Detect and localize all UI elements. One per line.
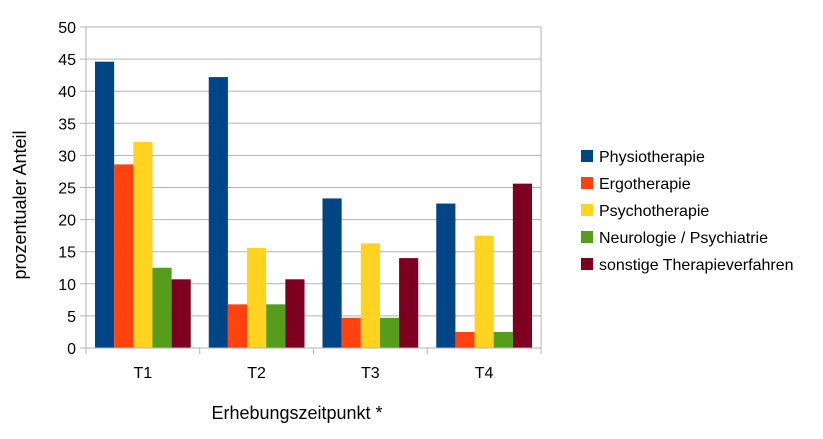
bar-neurologie-psychiatrie-t2: [266, 304, 286, 348]
legend-swatch: [581, 258, 593, 270]
y-tick-label: 40: [58, 84, 76, 101]
y-tick-labels: 0 5 10 15 20 25 30 35 40 45 50: [58, 20, 76, 358]
bar-ergotherapie-t2: [227, 304, 248, 348]
y-tick-label: 45: [58, 52, 76, 69]
legend-swatch: [581, 204, 593, 216]
y-tick-label: 0: [67, 341, 76, 358]
bar-physiotherapie-t2: [208, 77, 228, 349]
bar-psychotherapie-t3: [360, 243, 380, 348]
bar-physiotherapie-t4: [436, 203, 456, 348]
legend: Physiotherapie Ergotherapie Psychotherapie…: [581, 149, 794, 274]
x-tick-label: T1: [134, 365, 153, 382]
bar-sonstige-therapieverfahren-t3: [399, 258, 419, 348]
x-tick-label: T2: [247, 365, 266, 382]
y-tick-label: 10: [58, 277, 76, 294]
bar-neurologie-psychiatrie-t3: [379, 317, 400, 348]
bars: [95, 61, 532, 349]
legend-label: Neurologie / Psychiatrie: [599, 230, 768, 247]
axes: [80, 26, 542, 354]
bar-sonstige-therapieverfahren-t1: [171, 279, 191, 348]
bar-sonstige-therapieverfahren-t2: [285, 279, 305, 348]
bar-ergotherapie-t3: [341, 317, 361, 348]
bar-sonstige-therapieverfahren-t4: [512, 183, 532, 348]
legend-swatch: [581, 150, 593, 162]
y-tick-label: 30: [58, 148, 76, 165]
x-tick-label: T4: [475, 365, 494, 382]
x-tick-labels: T1 T2 T3 T4: [134, 365, 494, 382]
legend-label: Physiotherapie: [599, 149, 705, 166]
legend-swatch: [581, 177, 593, 189]
bar-ergotherapie-t4: [455, 331, 475, 348]
y-tick-label: 15: [58, 245, 76, 262]
bar-physiotherapie-t3: [322, 198, 342, 348]
y-tick-label: 25: [58, 181, 76, 198]
y-axis-title: prozentualer Anteil: [10, 130, 30, 279]
y-tick-label: 20: [58, 213, 76, 230]
y-tick-label: 35: [58, 116, 76, 133]
y-tick-label: 50: [58, 20, 76, 37]
x-axis-title: Erhebungszeitpunkt *: [211, 403, 382, 423]
bar-physiotherapie-t1: [95, 61, 115, 348]
bar-psychotherapie-t1: [133, 141, 153, 348]
bar-psychotherapie-t2: [247, 247, 267, 348]
bar-ergotherapie-t1: [114, 164, 134, 348]
bar-psychotherapie-t4: [474, 235, 494, 348]
bar-neurologie-psychiatrie-t1: [152, 267, 172, 348]
bar-neurologie-psychiatrie-t4: [493, 331, 513, 348]
y-tick-label: 5: [67, 309, 76, 326]
legend-label: sonstige Therapieverfahren: [599, 257, 794, 274]
legend-swatch: [581, 231, 593, 243]
legend-label: Ergotherapie: [599, 176, 691, 193]
x-tick-label: T3: [361, 365, 380, 382]
legend-label: Psychotherapie: [599, 203, 709, 220]
